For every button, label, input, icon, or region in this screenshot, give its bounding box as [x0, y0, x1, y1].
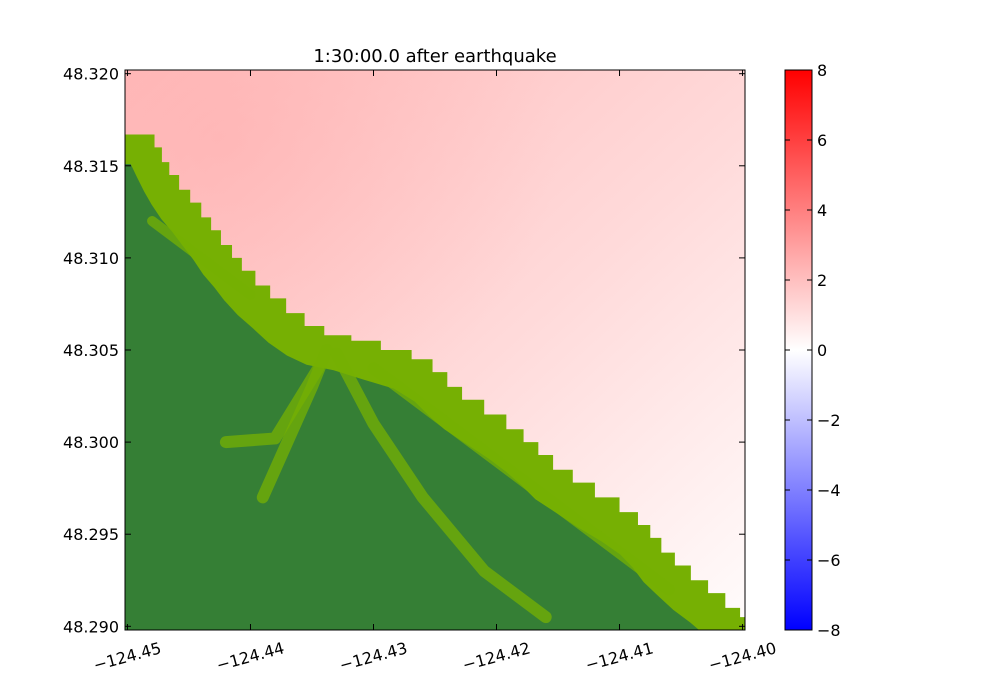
y-tick-label: 48.290 [63, 617, 119, 636]
y-tick-label: 48.300 [63, 433, 119, 452]
x-tick-label: −124.45 [91, 638, 163, 674]
chart-title: 1:30:00.0 after earthquake [313, 46, 556, 67]
colorbar-tick-label: −6 [817, 551, 841, 570]
colorbar-tick-label: 6 [817, 131, 827, 150]
y-axis: 48.290 48.295 48.300 48.305 48.310 48.315 48.3… [63, 65, 745, 636]
colorbar-tick-label: 4 [817, 201, 827, 220]
land-channels [147, 216, 675, 624]
x-tick-label: −124.41 [583, 638, 655, 674]
land-channel [219, 362, 325, 449]
colorbar: −8 −6 −4 −2 0 2 4 6 8 [784, 61, 841, 640]
land-upland [125, 163, 699, 630]
x-tick-label: −124.40 [706, 638, 778, 674]
x-tick-label: −124.44 [214, 638, 286, 674]
colorbar-ticks: −8 −6 −4 −2 0 2 4 6 8 [785, 61, 841, 640]
colorbar-tick-label: −2 [817, 411, 841, 430]
land-channel [330, 347, 552, 624]
y-tick-label: 48.295 [63, 525, 119, 544]
x-tick-label: −124.42 [460, 638, 532, 674]
x-tick-label: −124.43 [337, 638, 409, 674]
colorbar-tick-label: −8 [817, 621, 841, 640]
colorbar-tick-label: 0 [817, 341, 827, 360]
colorbar-tick-label: 2 [817, 271, 827, 290]
y-tick-label: 48.310 [63, 249, 119, 268]
y-tick-label: 48.315 [63, 157, 119, 176]
colorbar-tick-label: 8 [817, 61, 827, 80]
land-channel [147, 216, 256, 300]
colorbar-tick-label: −4 [817, 481, 841, 500]
y-tick-label: 48.320 [63, 65, 119, 84]
plot-area [125, 70, 745, 630]
land-channel [367, 362, 675, 596]
y-tick-label: 48.305 [63, 341, 119, 360]
